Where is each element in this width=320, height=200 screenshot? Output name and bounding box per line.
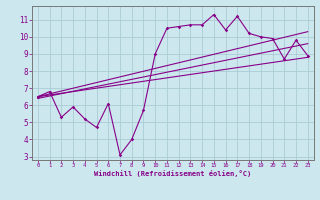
X-axis label: Windchill (Refroidissement éolien,°C): Windchill (Refroidissement éolien,°C): [94, 170, 252, 177]
